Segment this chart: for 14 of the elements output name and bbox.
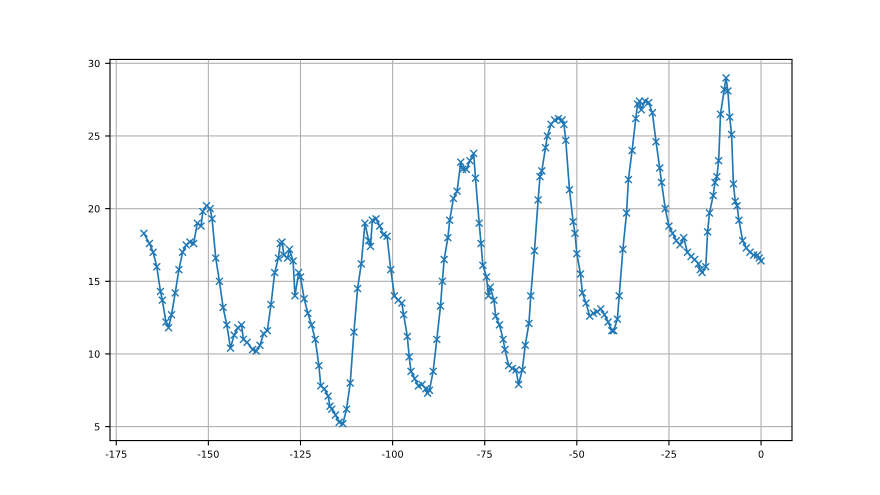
y-tick-label: 5 [94,423,100,430]
x-tick-label: 0 [758,450,764,458]
y-tick-label: 20 [88,205,100,212]
x-tick-label: -50 [569,450,584,458]
x-tick-label: -125 [290,450,311,458]
x-tick-label: -25 [661,450,676,458]
x-tick-label: -150 [198,450,219,458]
y-tick-label: 10 [88,350,100,358]
y-tick-label: 30 [88,60,100,68]
x-tick-label: -75 [477,450,492,458]
y-tick-label: 25 [88,132,100,140]
x-tick-label: -175 [106,450,126,458]
y-tick-label: 15 [88,278,100,286]
x-tick-label: -100 [382,450,403,458]
